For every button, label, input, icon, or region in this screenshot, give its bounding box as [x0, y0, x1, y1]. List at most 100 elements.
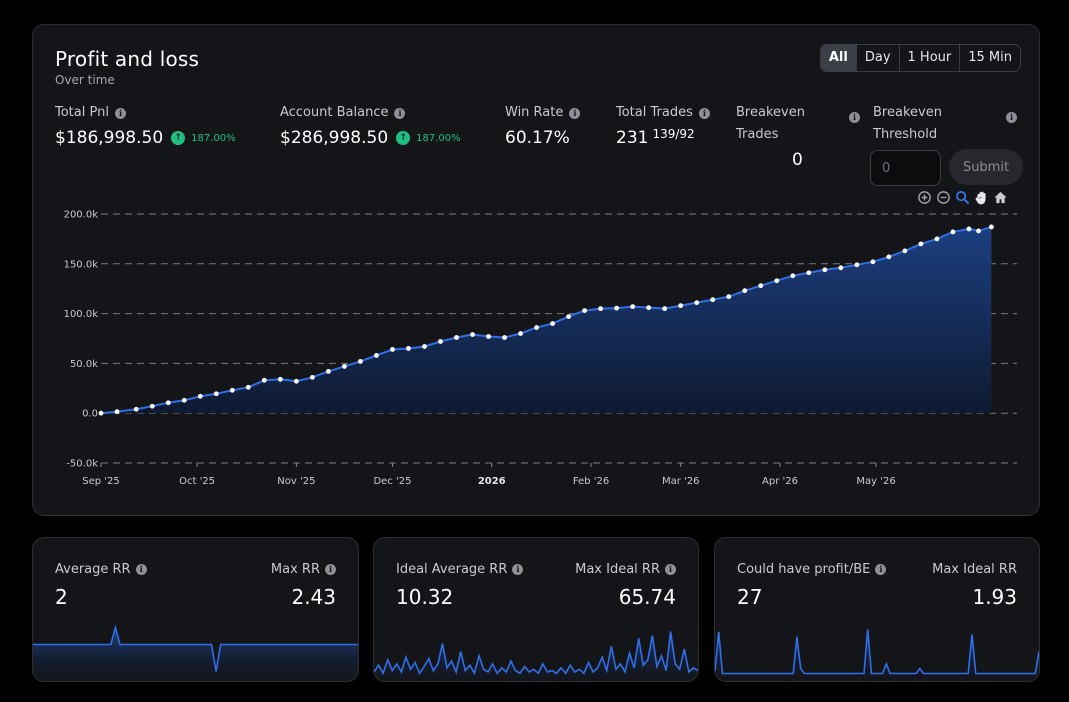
breakeven-threshold-input[interactable]: [870, 150, 941, 186]
data-point[interactable]: [630, 304, 636, 310]
data-point[interactable]: [934, 236, 940, 242]
data-point[interactable]: [694, 300, 700, 306]
data-point[interactable]: [165, 400, 171, 406]
total-pnl-stat: Total Pnl i $186,998.50 ↑ 187.00%: [55, 102, 236, 148]
y-tick-label: -50.0k: [66, 459, 98, 470]
info-icon[interactable]: i: [849, 112, 860, 123]
data-point[interactable]: [438, 339, 443, 344]
info-icon[interactable]: i: [875, 564, 887, 575]
data-point[interactable]: [98, 410, 104, 416]
data-point[interactable]: [309, 374, 315, 380]
data-point[interactable]: [342, 363, 347, 369]
data-point[interactable]: [950, 229, 956, 235]
zoom-out-icon[interactable]: [936, 190, 951, 205]
range-15-min-button[interactable]: 15 Min: [959, 45, 1020, 71]
y-tick-label: 200.0k: [64, 210, 99, 221]
x-tick-label: May '26: [856, 476, 895, 487]
breakeven-trades-label-line1: Breakeven: [736, 105, 805, 120]
arrow-up-icon: ↑: [171, 131, 186, 145]
data-point[interactable]: [229, 387, 235, 393]
data-point[interactable]: [149, 403, 155, 409]
data-point[interactable]: [406, 346, 411, 351]
average-rr-sparkline: [33, 624, 358, 681]
data-point[interactable]: [534, 325, 539, 330]
data-point[interactable]: [454, 335, 459, 340]
data-point[interactable]: [988, 224, 994, 230]
info-icon[interactable]: i: [1006, 112, 1017, 123]
data-point[interactable]: [566, 314, 572, 319]
data-point[interactable]: [710, 297, 716, 303]
range-1-hour-button[interactable]: 1 Hour: [898, 45, 960, 71]
pan-hand-icon[interactable]: [974, 190, 989, 205]
data-point[interactable]: [774, 278, 780, 284]
data-point[interactable]: [806, 270, 812, 276]
data-point[interactable]: [790, 273, 796, 279]
data-point[interactable]: [518, 331, 523, 336]
total-pnl-change: 187.00%: [191, 132, 236, 144]
x-tick-label: Feb '26: [573, 476, 609, 487]
data-point[interactable]: [502, 335, 507, 340]
data-point[interactable]: [742, 288, 748, 294]
data-point[interactable]: [486, 334, 491, 339]
data-point[interactable]: [678, 303, 684, 309]
data-point[interactable]: [358, 359, 363, 364]
data-point[interactable]: [870, 259, 876, 265]
account-balance-label: Account Balance: [280, 105, 389, 120]
range-day-button[interactable]: Day: [855, 45, 899, 71]
data-point[interactable]: [662, 306, 668, 312]
ideal-rr-sparkline: [374, 631, 698, 681]
info-icon[interactable]: i: [569, 107, 581, 119]
zoom-in-icon[interactable]: [917, 190, 932, 205]
x-tick-label: Apr '26: [762, 476, 798, 487]
data-point[interactable]: [918, 241, 924, 247]
info-icon[interactable]: i: [665, 564, 676, 575]
home-reset-icon[interactable]: [993, 190, 1008, 205]
info-icon[interactable]: i: [394, 107, 406, 119]
data-point[interactable]: [550, 321, 555, 326]
data-point[interactable]: [277, 376, 283, 382]
data-point[interactable]: [966, 226, 972, 232]
data-point[interactable]: [598, 306, 604, 312]
info-icon[interactable]: i: [114, 107, 126, 119]
data-point[interactable]: [325, 368, 331, 374]
info-icon[interactable]: i: [325, 564, 336, 575]
data-point[interactable]: [854, 262, 860, 268]
data-point[interactable]: [181, 397, 187, 403]
data-point[interactable]: [976, 228, 981, 234]
info-icon[interactable]: i: [512, 564, 524, 575]
zoom-select-icon[interactable]: [955, 190, 970, 205]
sparkline-line: [33, 624, 358, 672]
max-ideal-rr-value: 65.74: [618, 585, 676, 609]
data-point[interactable]: [614, 305, 620, 311]
data-point[interactable]: [197, 393, 203, 399]
info-icon[interactable]: i: [698, 107, 710, 119]
info-icon[interactable]: i: [135, 564, 147, 575]
data-point[interactable]: [470, 332, 475, 337]
time-range-selector: All Day 1 Hour 15 Min: [819, 44, 1021, 72]
sparkline-fill: [374, 631, 698, 681]
data-point[interactable]: [390, 347, 395, 352]
data-point[interactable]: [646, 305, 652, 311]
total-trades-label: Total Trades: [616, 105, 693, 120]
data-point[interactable]: [758, 283, 764, 289]
chart-toolbar: [917, 190, 1008, 205]
data-point[interactable]: [213, 391, 219, 397]
account-balance-stat: Account Balance i $286,998.50 ↑ 187.00%: [280, 102, 461, 148]
data-point[interactable]: [293, 378, 299, 384]
data-point[interactable]: [245, 384, 251, 390]
could-have-profit-label: Could have profit/BE: [737, 562, 871, 577]
data-point[interactable]: [582, 308, 588, 314]
data-point[interactable]: [838, 265, 844, 271]
range-all-button[interactable]: All: [820, 45, 856, 71]
data-point[interactable]: [422, 344, 427, 349]
data-point[interactable]: [886, 254, 892, 260]
data-point[interactable]: [822, 267, 828, 273]
data-point[interactable]: [902, 248, 908, 254]
data-point[interactable]: [261, 377, 267, 383]
data-point[interactable]: [133, 406, 139, 412]
average-rr-card: Average RR i Max RR i 2 2.43: [32, 537, 359, 682]
submit-button[interactable]: Submit: [949, 149, 1023, 185]
data-point[interactable]: [114, 409, 120, 415]
data-point[interactable]: [726, 294, 732, 300]
data-point[interactable]: [374, 353, 379, 358]
